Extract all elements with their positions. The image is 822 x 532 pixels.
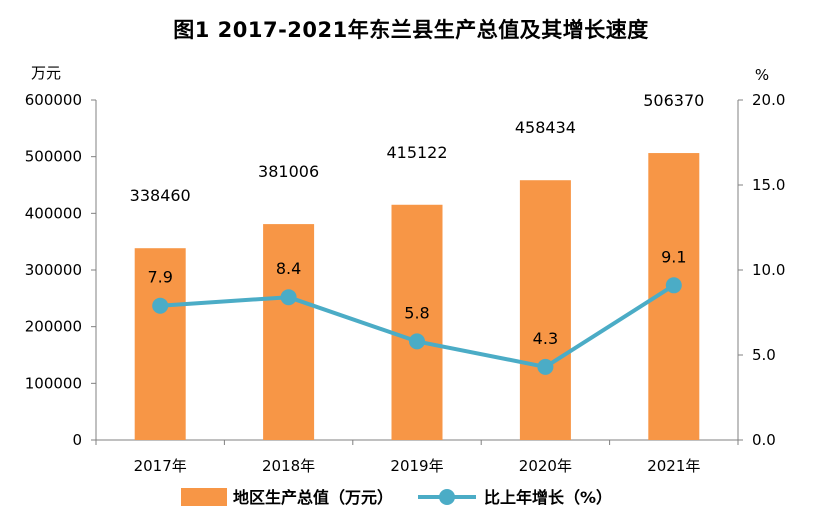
- legend: 地区生产总值（万元） 比上年增长（%）: [181, 488, 612, 507]
- chart-title: 图1 2017-2021年东兰县生产总值及其增长速度: [173, 18, 649, 42]
- bars-group: 338460 381006 415122 458434 506370: [130, 91, 704, 440]
- legend-bar-label: 地区生产总值（万元）: [233, 488, 393, 507]
- y-left-tick-label: 400000: [25, 204, 82, 222]
- y-right-tick-label: 5.0: [752, 346, 776, 364]
- y-right-tick-label: 10.0: [752, 261, 785, 279]
- line-point: [152, 297, 169, 314]
- line-data-label: 4.3: [533, 329, 558, 348]
- bar-data-label: 415122: [386, 143, 447, 162]
- y-right-tick-label: 0.0: [752, 431, 776, 449]
- line-data-label: 9.1: [661, 247, 686, 266]
- line-data-label: 8.4: [276, 259, 301, 278]
- line-point: [537, 358, 554, 375]
- y-left-tick-label: 300000: [25, 261, 82, 279]
- x-tick-label: 2017年: [134, 457, 187, 475]
- y-left-tick-label: 0: [72, 431, 82, 449]
- bar: [519, 180, 571, 440]
- y-right-tick-label: 20.0: [752, 91, 785, 109]
- line-point: [409, 333, 425, 350]
- y-left-tick-label: 500000: [25, 148, 82, 166]
- axes: 0 100000 200000 300000 400000 500000 600000 万元 0…: [25, 64, 786, 475]
- y-left-tick-label: 600000: [25, 91, 82, 109]
- y-left-unit: 万元: [31, 64, 61, 82]
- legend-line-marker: [439, 489, 455, 505]
- x-tick-label: 2020年: [519, 457, 572, 475]
- bar-data-label: 381006: [258, 162, 319, 181]
- bar: [391, 204, 443, 440]
- y-left-tick-label: 100000: [25, 374, 82, 392]
- bar: [134, 248, 186, 440]
- y-right-tick-label: 15.0: [752, 176, 785, 194]
- line-point: [665, 277, 682, 294]
- legend-line-label: 比上年增长（%）: [484, 488, 612, 507]
- x-tick-label: 2021年: [647, 457, 700, 475]
- line-data-label: 7.9: [147, 268, 172, 287]
- line-data-label: 5.8: [404, 303, 429, 322]
- line-group: 7.9 8.4 5.8 4.3 9.1: [147, 247, 687, 375]
- line-point: [280, 289, 297, 306]
- bar-data-label: 506370: [643, 91, 704, 110]
- legend-bar-swatch: [181, 488, 227, 506]
- x-tick-label: 2018年: [262, 457, 315, 475]
- bar: [263, 224, 315, 440]
- y-right-unit: %: [755, 66, 769, 84]
- bar-data-label: 338460: [130, 186, 191, 205]
- y-left-tick-label: 200000: [25, 318, 82, 336]
- bar-data-label: 458434: [515, 118, 576, 137]
- x-tick-label: 2019年: [390, 457, 443, 475]
